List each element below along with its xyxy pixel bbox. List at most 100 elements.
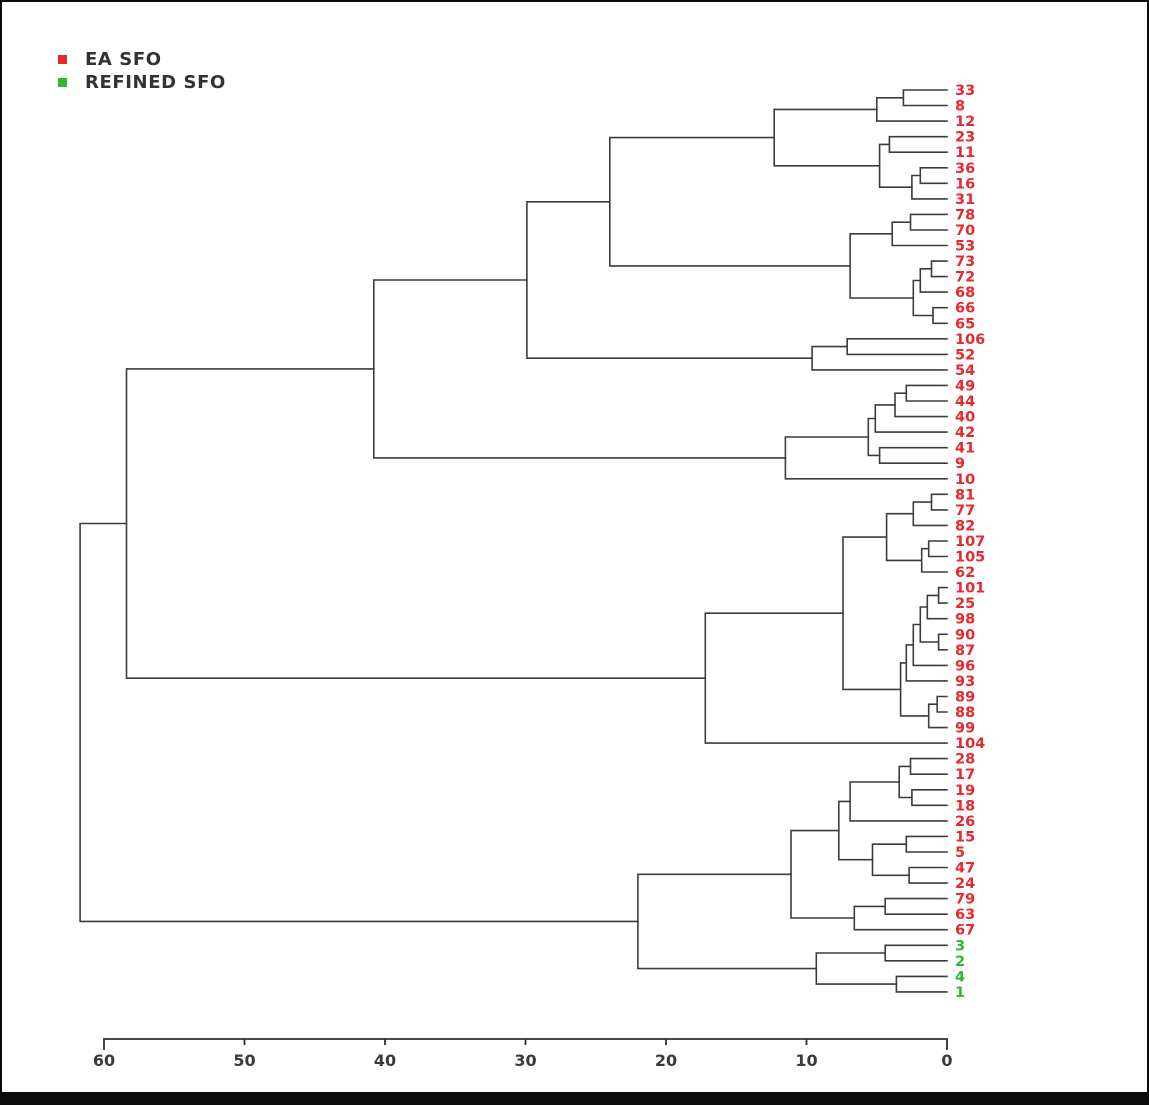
leaf-label: 81 bbox=[955, 487, 975, 503]
x-axis-tick-label: 50 bbox=[233, 1051, 255, 1070]
leaf-label: 96 bbox=[955, 658, 975, 674]
leaf-label: 31 bbox=[955, 192, 975, 208]
dendrogram-link bbox=[885, 512, 923, 562]
dendrogram-link bbox=[911, 789, 948, 807]
x-axis-tick-label: 40 bbox=[374, 1051, 396, 1070]
leaf-label: 52 bbox=[955, 347, 975, 363]
leaf-label: 88 bbox=[955, 705, 975, 721]
leaf-label: 70 bbox=[955, 223, 975, 239]
dendrogram-link bbox=[609, 136, 851, 267]
dendrogram-link bbox=[878, 143, 913, 188]
dendrogram-link bbox=[838, 800, 874, 861]
leaf-label: 62 bbox=[955, 565, 975, 581]
dendrogram-link bbox=[884, 944, 948, 962]
dendrogram-link bbox=[936, 695, 948, 713]
leaf-label: 99 bbox=[955, 721, 975, 737]
leaf-label: 98 bbox=[955, 612, 975, 628]
dendrogram-link bbox=[891, 221, 948, 247]
dendrogram-link bbox=[373, 279, 787, 459]
leaf-label: 23 bbox=[955, 130, 975, 146]
leaf-label: 42 bbox=[955, 425, 975, 441]
dendrogram-link bbox=[909, 213, 948, 231]
dendrogram-link bbox=[704, 612, 948, 744]
leaf-label: 49 bbox=[955, 378, 975, 394]
leaf-label: 24 bbox=[955, 876, 975, 892]
leaf-label: 17 bbox=[955, 767, 975, 783]
leaf-label: 107 bbox=[955, 534, 985, 550]
leaf-label: 40 bbox=[955, 410, 975, 426]
dendrogram-link bbox=[874, 404, 948, 433]
dendrogram-link bbox=[930, 260, 948, 278]
dendrogram-link bbox=[919, 268, 948, 293]
leaf-label: 12 bbox=[955, 114, 975, 130]
dendrogram-link bbox=[784, 436, 948, 480]
x-axis-tick-label: 30 bbox=[514, 1051, 536, 1070]
leaf-label: 16 bbox=[955, 176, 975, 192]
legend-swatch-ea-sfo bbox=[58, 55, 67, 64]
dendrogram-link bbox=[908, 866, 948, 884]
dendrogram-link bbox=[919, 167, 948, 185]
legend-item-refined-sfo: REFINED SFO bbox=[58, 72, 226, 93]
legend-label: REFINED SFO bbox=[85, 72, 226, 93]
dendrogram-link bbox=[125, 368, 707, 679]
dendrogram-link bbox=[79, 522, 639, 923]
dendrogram-link bbox=[927, 540, 948, 558]
leaf-label: 41 bbox=[955, 441, 975, 457]
leaf-label: 1 bbox=[955, 985, 965, 1001]
dendrogram-link bbox=[876, 97, 948, 122]
dendrogram-link bbox=[937, 633, 948, 651]
legend-swatch-refined-sfo bbox=[58, 78, 67, 87]
leaf-label: 44 bbox=[955, 394, 975, 410]
legend-label: EA SFO bbox=[85, 49, 162, 70]
dendrogram-link bbox=[884, 897, 948, 915]
leaf-label: 5 bbox=[955, 845, 965, 861]
leaf-label: 77 bbox=[955, 503, 975, 519]
leaf-label: 66 bbox=[955, 301, 975, 317]
leaf-label: 63 bbox=[955, 907, 975, 923]
dendrogram-link bbox=[790, 829, 856, 919]
dendrogram-link bbox=[930, 493, 948, 511]
leaf-label: 8 bbox=[955, 99, 965, 115]
leaf-label: 19 bbox=[955, 783, 975, 799]
x-axis-tick-label: 20 bbox=[655, 1051, 677, 1070]
x-axis-tick-label: 10 bbox=[795, 1051, 817, 1070]
leaf-label: 18 bbox=[955, 798, 975, 814]
dendrogram-link bbox=[912, 279, 934, 317]
leaf-label: 26 bbox=[955, 814, 975, 830]
dendrogram-link bbox=[895, 975, 948, 993]
leaf-label: 53 bbox=[955, 239, 975, 255]
dendrogram-link bbox=[937, 586, 948, 604]
dendrogram-link bbox=[919, 606, 940, 643]
dendrogram-link bbox=[815, 952, 898, 985]
x-axis-tick-label: 0 bbox=[941, 1051, 952, 1070]
leaf-label: 4 bbox=[955, 969, 965, 985]
dendrogram-link bbox=[911, 174, 948, 200]
dendrogram-link bbox=[894, 392, 948, 418]
leaf-label: 73 bbox=[955, 254, 975, 270]
leaf-label: 9 bbox=[955, 456, 965, 472]
dendrogram-link bbox=[867, 417, 881, 457]
dendrogram-link bbox=[878, 446, 948, 464]
leaf-label: 79 bbox=[955, 892, 975, 908]
dendrogram-link bbox=[526, 201, 813, 359]
leaf-label: 72 bbox=[955, 270, 975, 286]
dendrogram-link bbox=[853, 905, 948, 931]
dendrogram-link bbox=[902, 89, 948, 107]
dendrogram-link bbox=[905, 835, 948, 853]
leaf-label: 68 bbox=[955, 285, 975, 301]
dendrogram-link bbox=[888, 135, 948, 153]
dendrogram-link bbox=[912, 623, 948, 667]
dendrogram-link bbox=[846, 338, 948, 356]
leaf-label: 67 bbox=[955, 923, 975, 939]
leaf-label: 104 bbox=[955, 736, 985, 752]
leaf-label: 65 bbox=[955, 316, 975, 332]
leaf-label: 105 bbox=[955, 550, 985, 566]
leaf-label: 82 bbox=[955, 518, 975, 534]
dendrogram-link bbox=[926, 594, 948, 620]
dendrogram-link bbox=[920, 547, 948, 573]
leaf-label: 78 bbox=[955, 207, 975, 223]
leaf-label: 101 bbox=[955, 581, 985, 597]
dendrogram-link bbox=[637, 873, 818, 970]
leaf-label: 47 bbox=[955, 861, 975, 877]
